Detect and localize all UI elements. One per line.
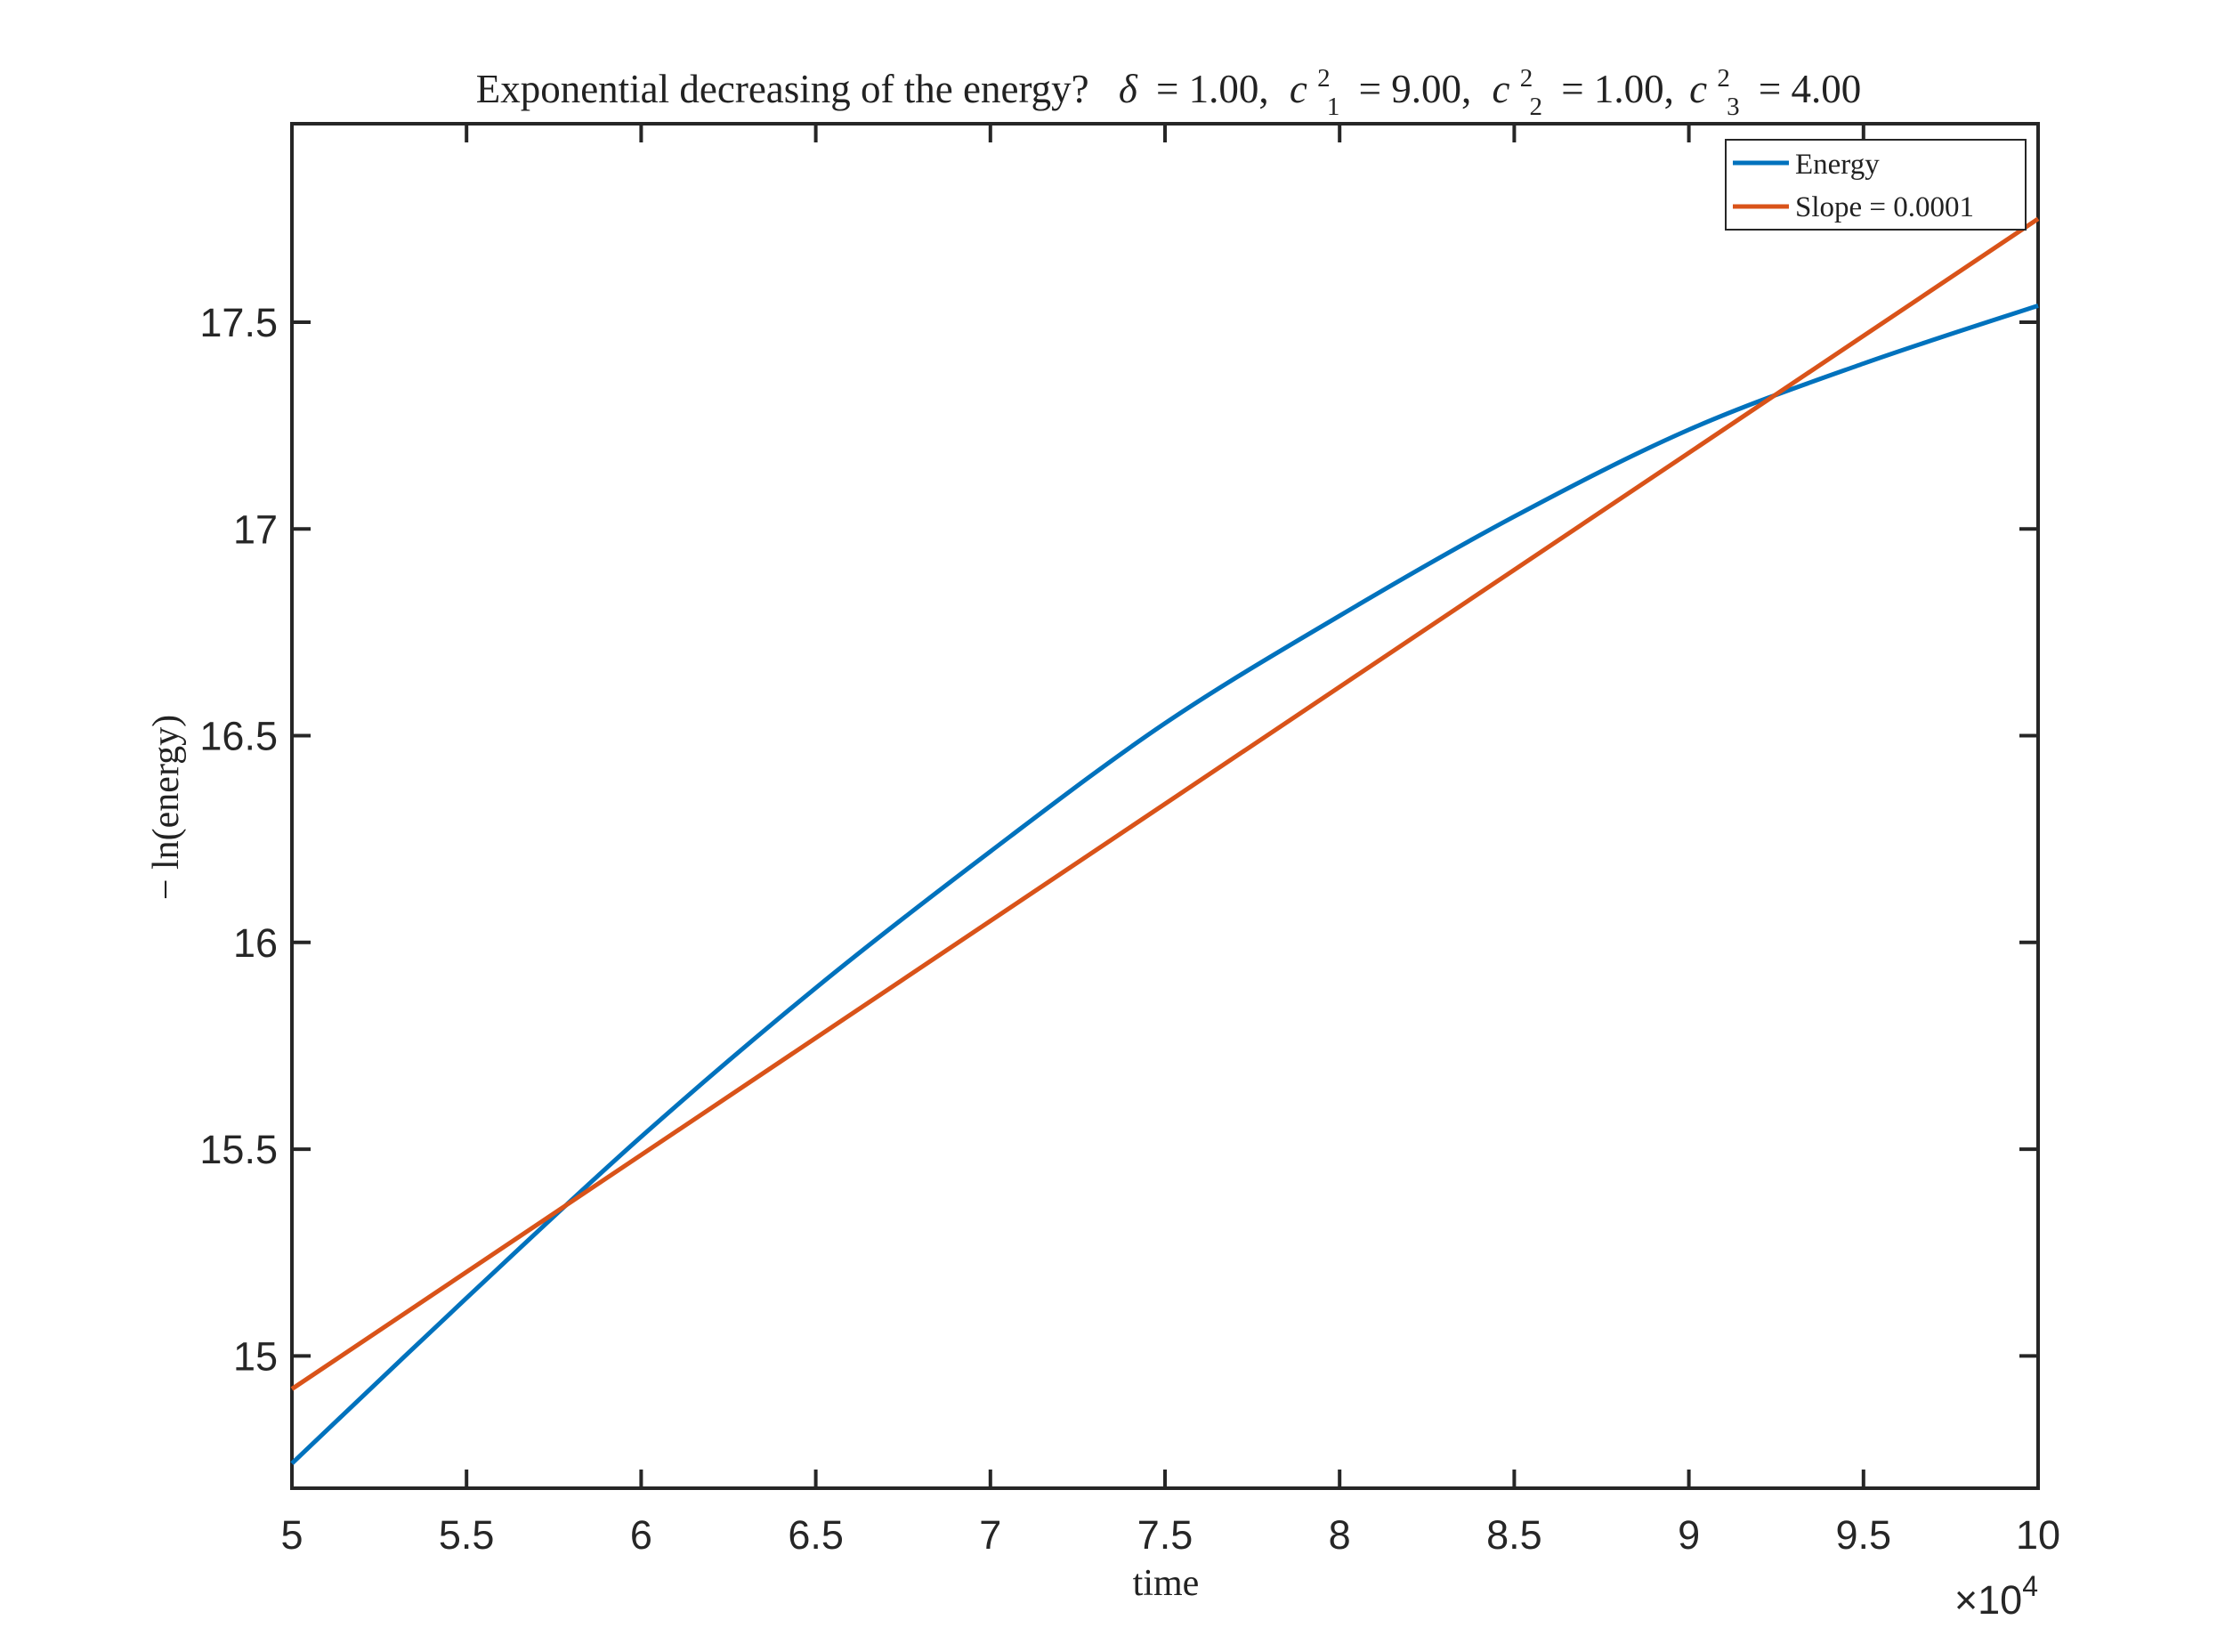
- x-exponent-base: ×10: [1954, 1577, 2022, 1623]
- axis-ticks: [290, 124, 2040, 1488]
- x-tick-label: 8: [1329, 1512, 1351, 1558]
- title-c3-sup: 2: [1717, 64, 1730, 93]
- x-tick-label: 7: [979, 1512, 1001, 1558]
- title-c1-value: = 9.00,: [1359, 67, 1472, 111]
- x-exponent-power: 4: [2022, 1570, 2038, 1602]
- title-delta-symbol: δ: [1119, 67, 1138, 111]
- x-tick-label: 7.5: [1137, 1512, 1193, 1558]
- title-c1-sub: 1: [1327, 93, 1340, 121]
- y-tick-label: 16.5: [199, 714, 278, 759]
- x-tick-label: 6: [630, 1512, 652, 1558]
- legend: Energy Slope = 0.0001: [1725, 139, 2027, 231]
- x-tick-label: 8.5: [1486, 1512, 1542, 1558]
- title-c2-value: = 1.00,: [1561, 67, 1674, 111]
- x-tick-label: 6.5: [788, 1512, 844, 1558]
- y-tick-label: 17: [233, 506, 278, 552]
- axis-tick-labels: 5 5.5 6 6.5 7 7.5 8 8.5 9 9.5 10 15 15.5 16 16.5 17 17.5: [199, 300, 2060, 1558]
- y-tick-label: 17.5: [199, 300, 278, 345]
- title-c1-sup: 2: [1317, 64, 1331, 93]
- title-c1-symbol: c: [1290, 67, 1307, 111]
- chart-title: Exponential decreasing of the energy? δ …: [476, 51, 1862, 124]
- x-axis-label: time: [1133, 1563, 1200, 1604]
- title-lead: Exponential decreasing of the energy?: [476, 67, 1089, 111]
- y-tick-label: 15.5: [199, 1127, 278, 1172]
- x-tick-label: 5: [280, 1512, 303, 1558]
- y-axis-label: − ln(energy): [146, 715, 187, 900]
- x-tick-label: 10: [2016, 1512, 2060, 1558]
- title-c2-sub: 2: [1530, 93, 1543, 121]
- title-c3-symbol: c: [1689, 67, 1707, 111]
- x-tick-label: 9.5: [1836, 1512, 1892, 1558]
- y-tick-label: 16: [233, 920, 278, 966]
- title-c2-sup: 2: [1520, 64, 1533, 93]
- legend-label-slope: Slope = 0.0001: [1795, 191, 1974, 223]
- title-c3-sub: 3: [1727, 93, 1740, 121]
- legend-box: [1725, 139, 2027, 231]
- series-line-slope: [290, 216, 2040, 1391]
- title-c3-value: = 4.00: [1759, 67, 1861, 111]
- x-tick-label: 5.5: [439, 1512, 495, 1558]
- y-tick-label: 15: [233, 1333, 278, 1379]
- x-exponent-label: ×104: [1954, 1570, 2038, 1623]
- legend-label-energy: Energy: [1795, 149, 1880, 181]
- title-c2-symbol: c: [1493, 67, 1510, 111]
- x-tick-label: 9: [1678, 1512, 1700, 1558]
- title-delta-value: = 1.00,: [1156, 67, 1269, 111]
- series-lines: [290, 216, 2040, 1465]
